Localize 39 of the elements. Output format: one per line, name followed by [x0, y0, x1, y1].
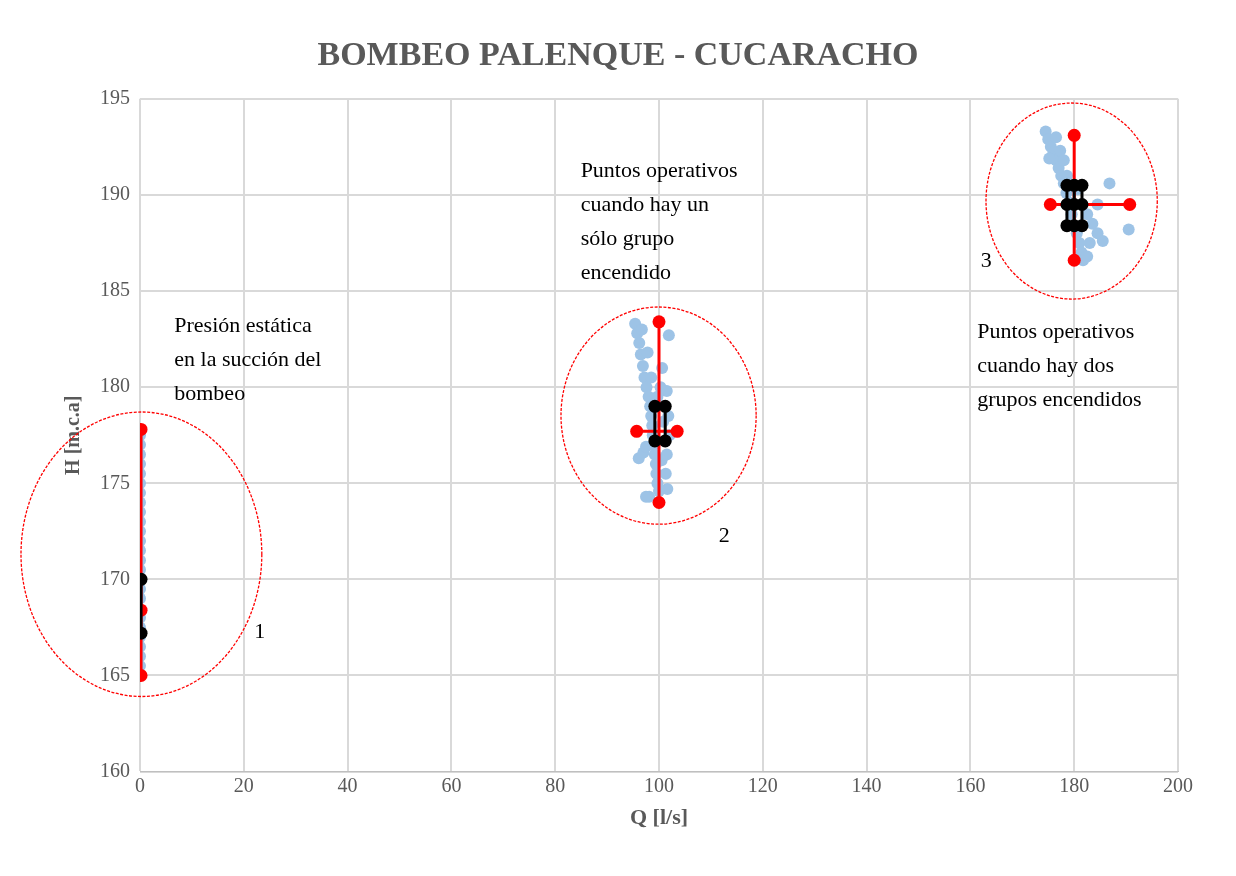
x-axis-title: Q [l/s] [629, 804, 689, 830]
x-tick-label: 180 [1059, 773, 1090, 796]
y-axis-title: H [m.c.a] [61, 395, 84, 475]
point [1123, 198, 1137, 212]
x-tick-label: 0 [135, 773, 145, 796]
x-tick-label: 140 [851, 773, 882, 796]
chart-title: BOMBEO PALENQUE - CUCARACHO [317, 35, 919, 73]
y-tick-label: 190 [100, 182, 130, 205]
x-tick-label: 200 [1163, 773, 1193, 796]
x-tick-label: 80 [545, 773, 566, 796]
x-tick-label: 120 [747, 773, 778, 796]
point [658, 399, 672, 413]
annotation: 1 [254, 616, 266, 645]
point [1043, 198, 1057, 212]
point [652, 315, 666, 329]
point [1067, 128, 1081, 142]
point [630, 424, 644, 438]
y-tick-label: 160 [100, 758, 130, 781]
y-tick-label: 185 [100, 278, 130, 301]
y-tick-label: 195 [100, 86, 130, 109]
point [658, 434, 672, 448]
y-tick-label: 175 [100, 470, 130, 493]
point [1067, 253, 1081, 267]
point [670, 424, 684, 438]
y-tick-label: 180 [100, 374, 130, 397]
annotation: 2 [718, 520, 730, 549]
x-tick-label: 160 [955, 773, 986, 796]
annotation: Presión estática en la succión del bombeo [174, 311, 322, 408]
x-tick-label: 100 [644, 773, 674, 796]
x-tick-label: 20 [233, 773, 254, 796]
annotation: Puntos operativos cuando hay un sólo grupo encendido [580, 155, 738, 286]
annotation: Puntos operativos cuando hay dos grupos encendidos [977, 317, 1142, 414]
y-tick-label: 170 [100, 566, 130, 589]
point [1075, 219, 1089, 233]
x-tick-label: 60 [441, 773, 462, 796]
annotation: 3 [980, 245, 992, 274]
x-tick-label: 40 [337, 773, 358, 796]
point [652, 495, 666, 509]
y-tick-label: 165 [100, 662, 130, 685]
